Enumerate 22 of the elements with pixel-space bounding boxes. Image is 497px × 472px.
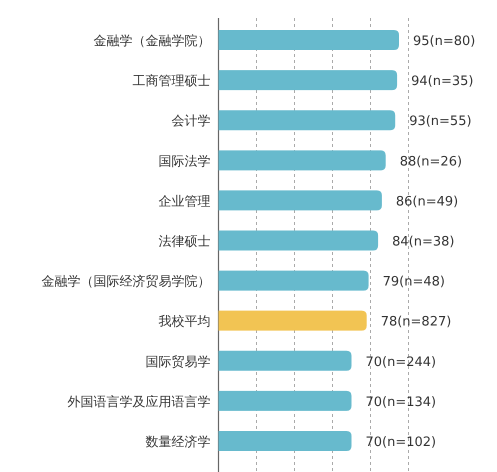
data-label: 84(n=38) (392, 234, 454, 250)
data-label: 93(n=55) (409, 114, 472, 130)
data-label: 70(n=134) (366, 394, 436, 410)
data-label: 94(n=35) (411, 74, 474, 90)
data-label: 86(n=49) (396, 194, 458, 210)
y-tick-label: 会计学 (172, 114, 210, 130)
data-label: 70(n=102) (366, 434, 436, 450)
data-label: 78(n=827) (380, 314, 452, 330)
y-tick-label: 国际法学 (158, 154, 210, 170)
y-tick-label: 我校平均 (158, 314, 210, 330)
data-label: 70(n=244) (366, 354, 436, 370)
y-tick-label: 外国语言学及应用语言学 (68, 394, 210, 410)
y-tick-label: 金融学（金融学院） (94, 34, 210, 50)
y-tick-label: 企业管理 (158, 194, 210, 210)
data-label: 95(n=80) (413, 34, 476, 50)
data-label: 88(n=26) (400, 154, 462, 170)
data-label: 79(n=48) (382, 274, 445, 290)
y-tick-label: 金融学（国际经济贸易学院） (42, 274, 210, 290)
y-tick-label: 法律硕士 (158, 234, 210, 250)
y-tick-label: 国际贸易学 (146, 354, 210, 370)
y-tick-label: 数量经济学 (146, 434, 210, 450)
y-tick-label: 工商管理硕士 (132, 74, 210, 90)
